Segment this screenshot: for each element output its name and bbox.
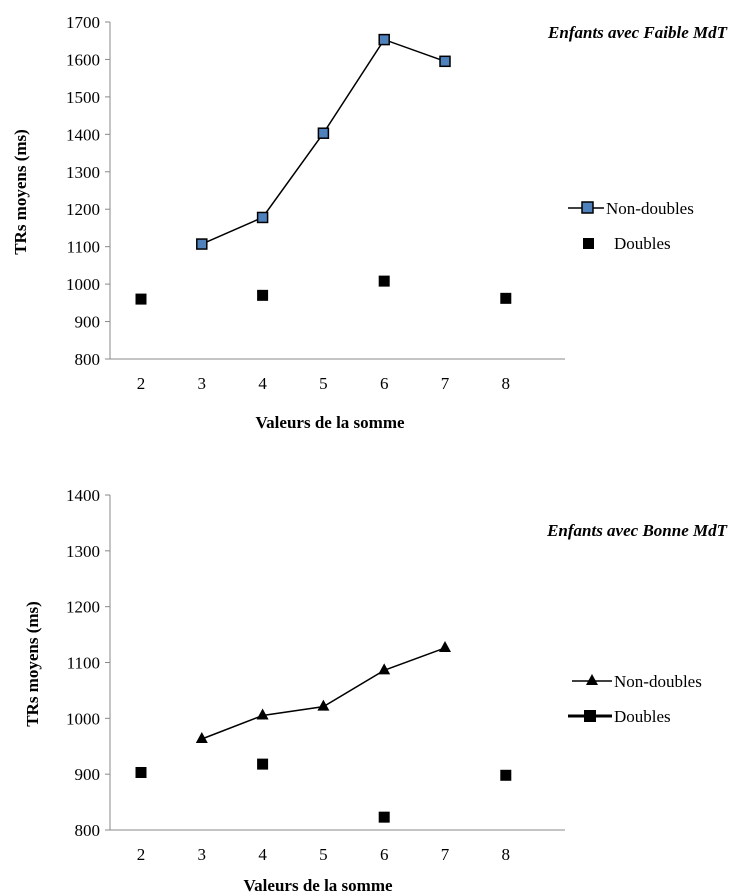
chart-2-x-tick-label: 8 xyxy=(502,845,511,864)
chart-1-ylabel: TRs moyens (ms) xyxy=(11,129,30,255)
chart-2-data-point-non-doubles xyxy=(378,663,391,675)
chart-1-data-point-non-doubles xyxy=(378,33,390,46)
chart-1-x-tick-label: 5 xyxy=(319,374,328,393)
chart-2-data-point-doubles xyxy=(257,758,269,770)
chart-1-xlabel: Valeurs de la somme xyxy=(255,413,405,432)
chart-2-data-point-non-doubles xyxy=(256,708,269,720)
chart-2-y-tick-label: 1100 xyxy=(67,654,100,673)
chart-1-data-point-non-doubles xyxy=(256,211,269,224)
chart-1-title: Enfants avec Faible MdT xyxy=(547,23,728,42)
chart-1-y-tick-label: 900 xyxy=(75,313,101,332)
chart-2-x-tick-label: 4 xyxy=(258,845,267,864)
chart-1-y-tick-label: 1000 xyxy=(66,275,100,294)
chart-2-y-tick-label: 900 xyxy=(75,765,101,784)
chart-2-data-point-doubles xyxy=(135,766,147,778)
chart-1-data-point-doubles xyxy=(378,275,390,287)
chart-1-legend: Non-doubles Doubles xyxy=(568,199,694,253)
chart-1-y-tick-label: 1300 xyxy=(66,163,100,182)
chart-2-series-line-non-doubles xyxy=(201,647,446,740)
chart-1-data-point-non-doubles xyxy=(196,238,208,250)
chart-2-xlabel: Valeurs de la somme xyxy=(243,876,393,894)
chart-2-title: Enfants avec Bonne MdT xyxy=(546,521,728,540)
chart-1-x-tick-label: 2 xyxy=(137,374,146,393)
chart-1-legend-marker-doubles xyxy=(583,238,594,249)
chart-2-y-tick-label: 1300 xyxy=(66,542,100,561)
chart-2-y-tick-label: 800 xyxy=(75,821,101,840)
chart-2-y-tick-label: 1200 xyxy=(66,598,100,617)
chart-1-data-point-doubles xyxy=(135,293,147,305)
chart-2-x-tick-label: 3 xyxy=(198,845,207,864)
chart-1-y-tick-label: 800 xyxy=(75,350,101,369)
chart-1-data-point-doubles xyxy=(257,289,269,301)
chart-2-legend: Non-doubles Doubles xyxy=(568,672,702,726)
chart-1-y-tick-label: 1500 xyxy=(66,88,100,107)
chart-1-legend-marker-nondoubles xyxy=(581,201,594,214)
chart-1-data-point-non-doubles xyxy=(317,127,330,139)
chart-1-y-tick-label: 1400 xyxy=(66,125,100,144)
chart-faible-mdt: Enfants avec Faible MdT TRs moyens (ms) … xyxy=(11,13,728,432)
chart-2-legend-label-nondoubles: Non-doubles xyxy=(614,672,702,691)
chart-1-data-point-non-doubles xyxy=(439,55,451,68)
chart-1-y-tick-label: 1600 xyxy=(66,50,100,69)
chart-2-x-tick-label: 5 xyxy=(319,845,328,864)
chart-2-x-tick-label: 2 xyxy=(137,845,146,864)
chart-2-data-point-non-doubles xyxy=(317,699,330,711)
chart-1-series-line-non-doubles xyxy=(201,38,446,245)
chart-1-legend-label-nondoubles: Non-doubles xyxy=(606,199,694,218)
chart-1-x-tick-label: 8 xyxy=(502,374,511,393)
chart-1-x-tick-label: 6 xyxy=(380,374,389,393)
chart-1-y-tick-label: 1700 xyxy=(66,13,100,32)
chart-2-x-tick-label: 6 xyxy=(380,845,389,864)
chart-2-y-tick-label: 1400 xyxy=(66,486,100,505)
chart-2-x-tick-label: 7 xyxy=(441,845,450,864)
chart-1-data-point-doubles xyxy=(500,292,512,304)
chart-1-y-tick-label: 1100 xyxy=(67,238,100,257)
chart-2-legend-label-doubles: Doubles xyxy=(614,707,671,726)
chart-bonne-mdt: Enfants avec Bonne MdT TRs moyens (ms) V… xyxy=(23,486,728,894)
chart-2-y-tick-label: 1000 xyxy=(66,709,100,728)
chart-1-legend-label-doubles: Doubles xyxy=(614,234,671,253)
chart-2-data-point-doubles xyxy=(378,811,390,823)
chart-2-legend-marker-nondoubles xyxy=(586,674,598,685)
chart-1-x-tick-label: 7 xyxy=(441,374,450,393)
chart-2-data-point-non-doubles xyxy=(195,731,208,743)
chart-1-x-tick-label: 4 xyxy=(258,374,267,393)
chart-1-x-tick-label: 3 xyxy=(198,374,207,393)
chart-2-data-point-non-doubles xyxy=(439,640,451,652)
chart-2-data-point-doubles xyxy=(500,769,512,781)
chart-2-legend-marker-doubles xyxy=(584,710,596,722)
chart-1-y-tick-label: 1200 xyxy=(66,200,100,219)
chart-2-ylabel: TRs moyens (ms) xyxy=(23,601,42,727)
